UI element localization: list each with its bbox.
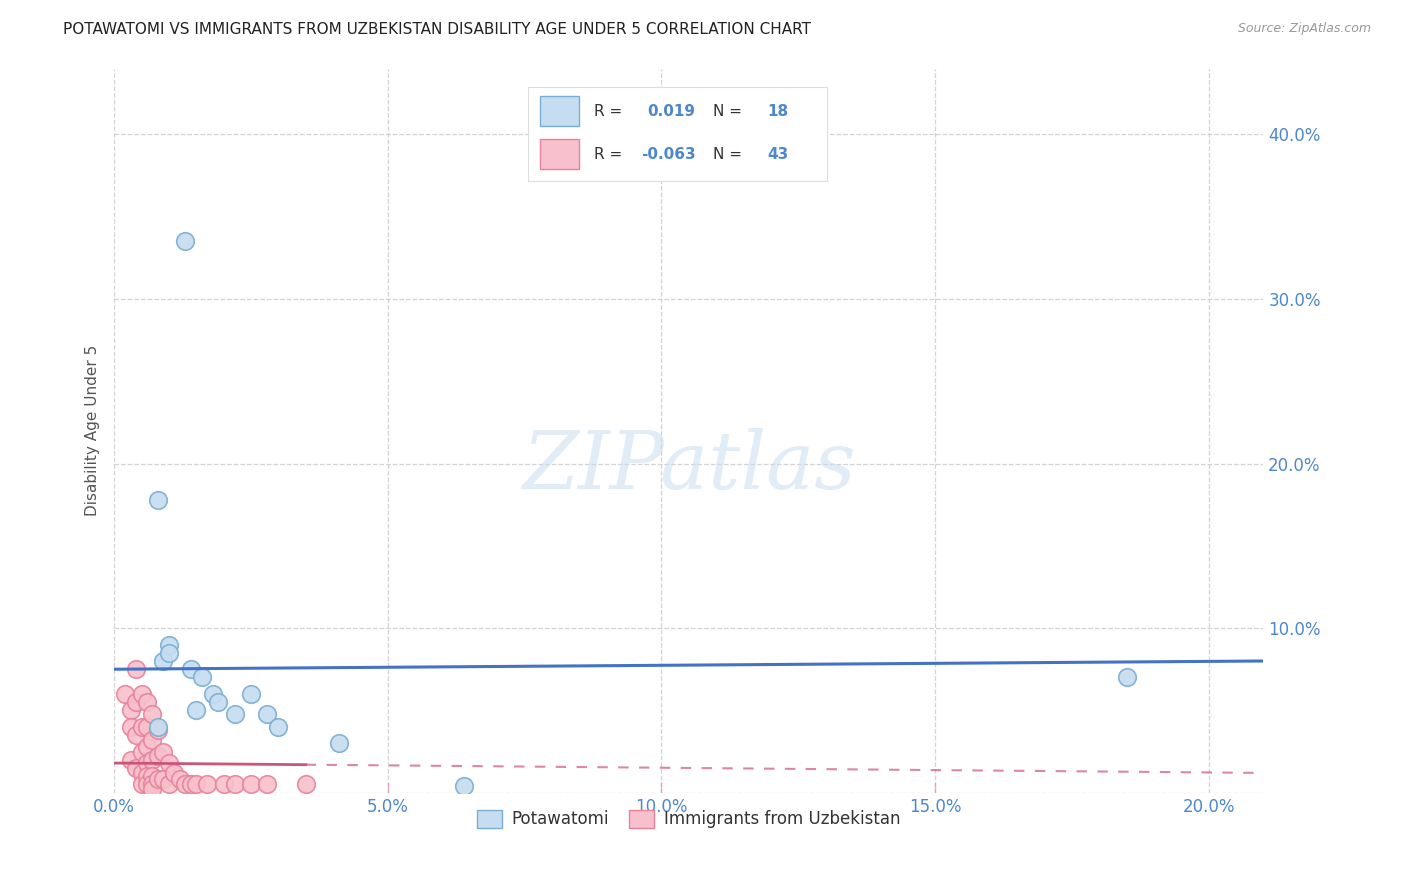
Point [169,772,191,787]
Point [141,769,163,783]
Point [212,777,235,791]
Point [131,765,153,780]
Point [174,235,197,249]
Point [125,761,148,775]
Point [224,706,246,721]
Point [141,782,163,797]
Point [146,772,169,787]
Point [224,777,246,791]
Point [136,695,159,709]
Point [157,756,180,770]
Point [240,687,263,701]
Point [152,745,174,759]
Point [256,777,278,791]
Point [131,777,153,791]
Point [141,706,163,721]
Point [163,765,186,780]
Point [328,736,350,750]
Point [152,654,174,668]
Point [146,749,169,764]
Point [136,720,159,734]
Point [146,720,169,734]
Point [136,756,159,770]
Point [294,777,316,791]
Point [240,777,263,791]
Point [180,662,202,676]
Point [1115,670,1137,684]
Point [186,777,208,791]
Point [125,662,148,676]
Point [180,777,202,791]
Point [157,638,180,652]
Point [267,720,290,734]
Point [141,753,163,767]
Text: Source: ZipAtlas.com: Source: ZipAtlas.com [1237,22,1371,36]
Point [201,687,224,701]
Point [120,753,142,767]
Legend: Potawatomi, Immigrants from Uzbekistan: Potawatomi, Immigrants from Uzbekistan [470,803,907,835]
Point [146,723,169,738]
Point [136,777,159,791]
Point [136,769,159,783]
Text: ZIPatlas: ZIPatlas [522,428,855,506]
Point [152,772,174,787]
Point [120,720,142,734]
Point [256,706,278,721]
Text: POTAWATOMI VS IMMIGRANTS FROM UZBEKISTAN DISABILITY AGE UNDER 5 CORRELATION CHAR: POTAWATOMI VS IMMIGRANTS FROM UZBEKISTAN… [63,22,811,37]
Point [195,777,218,791]
Point [157,646,180,660]
Point [141,777,163,791]
Point [190,670,212,684]
Point [131,720,153,734]
Point [157,777,180,791]
Point [125,728,148,742]
Point [174,777,197,791]
Point [186,703,208,717]
Point [125,695,148,709]
Point [131,745,153,759]
Point [114,687,136,701]
Point [131,687,153,701]
Point [453,779,475,793]
Point [136,739,159,754]
Point [207,695,229,709]
Y-axis label: Disability Age Under 5: Disability Age Under 5 [86,345,100,516]
Point [141,733,163,747]
Point [146,492,169,507]
Point [120,703,142,717]
